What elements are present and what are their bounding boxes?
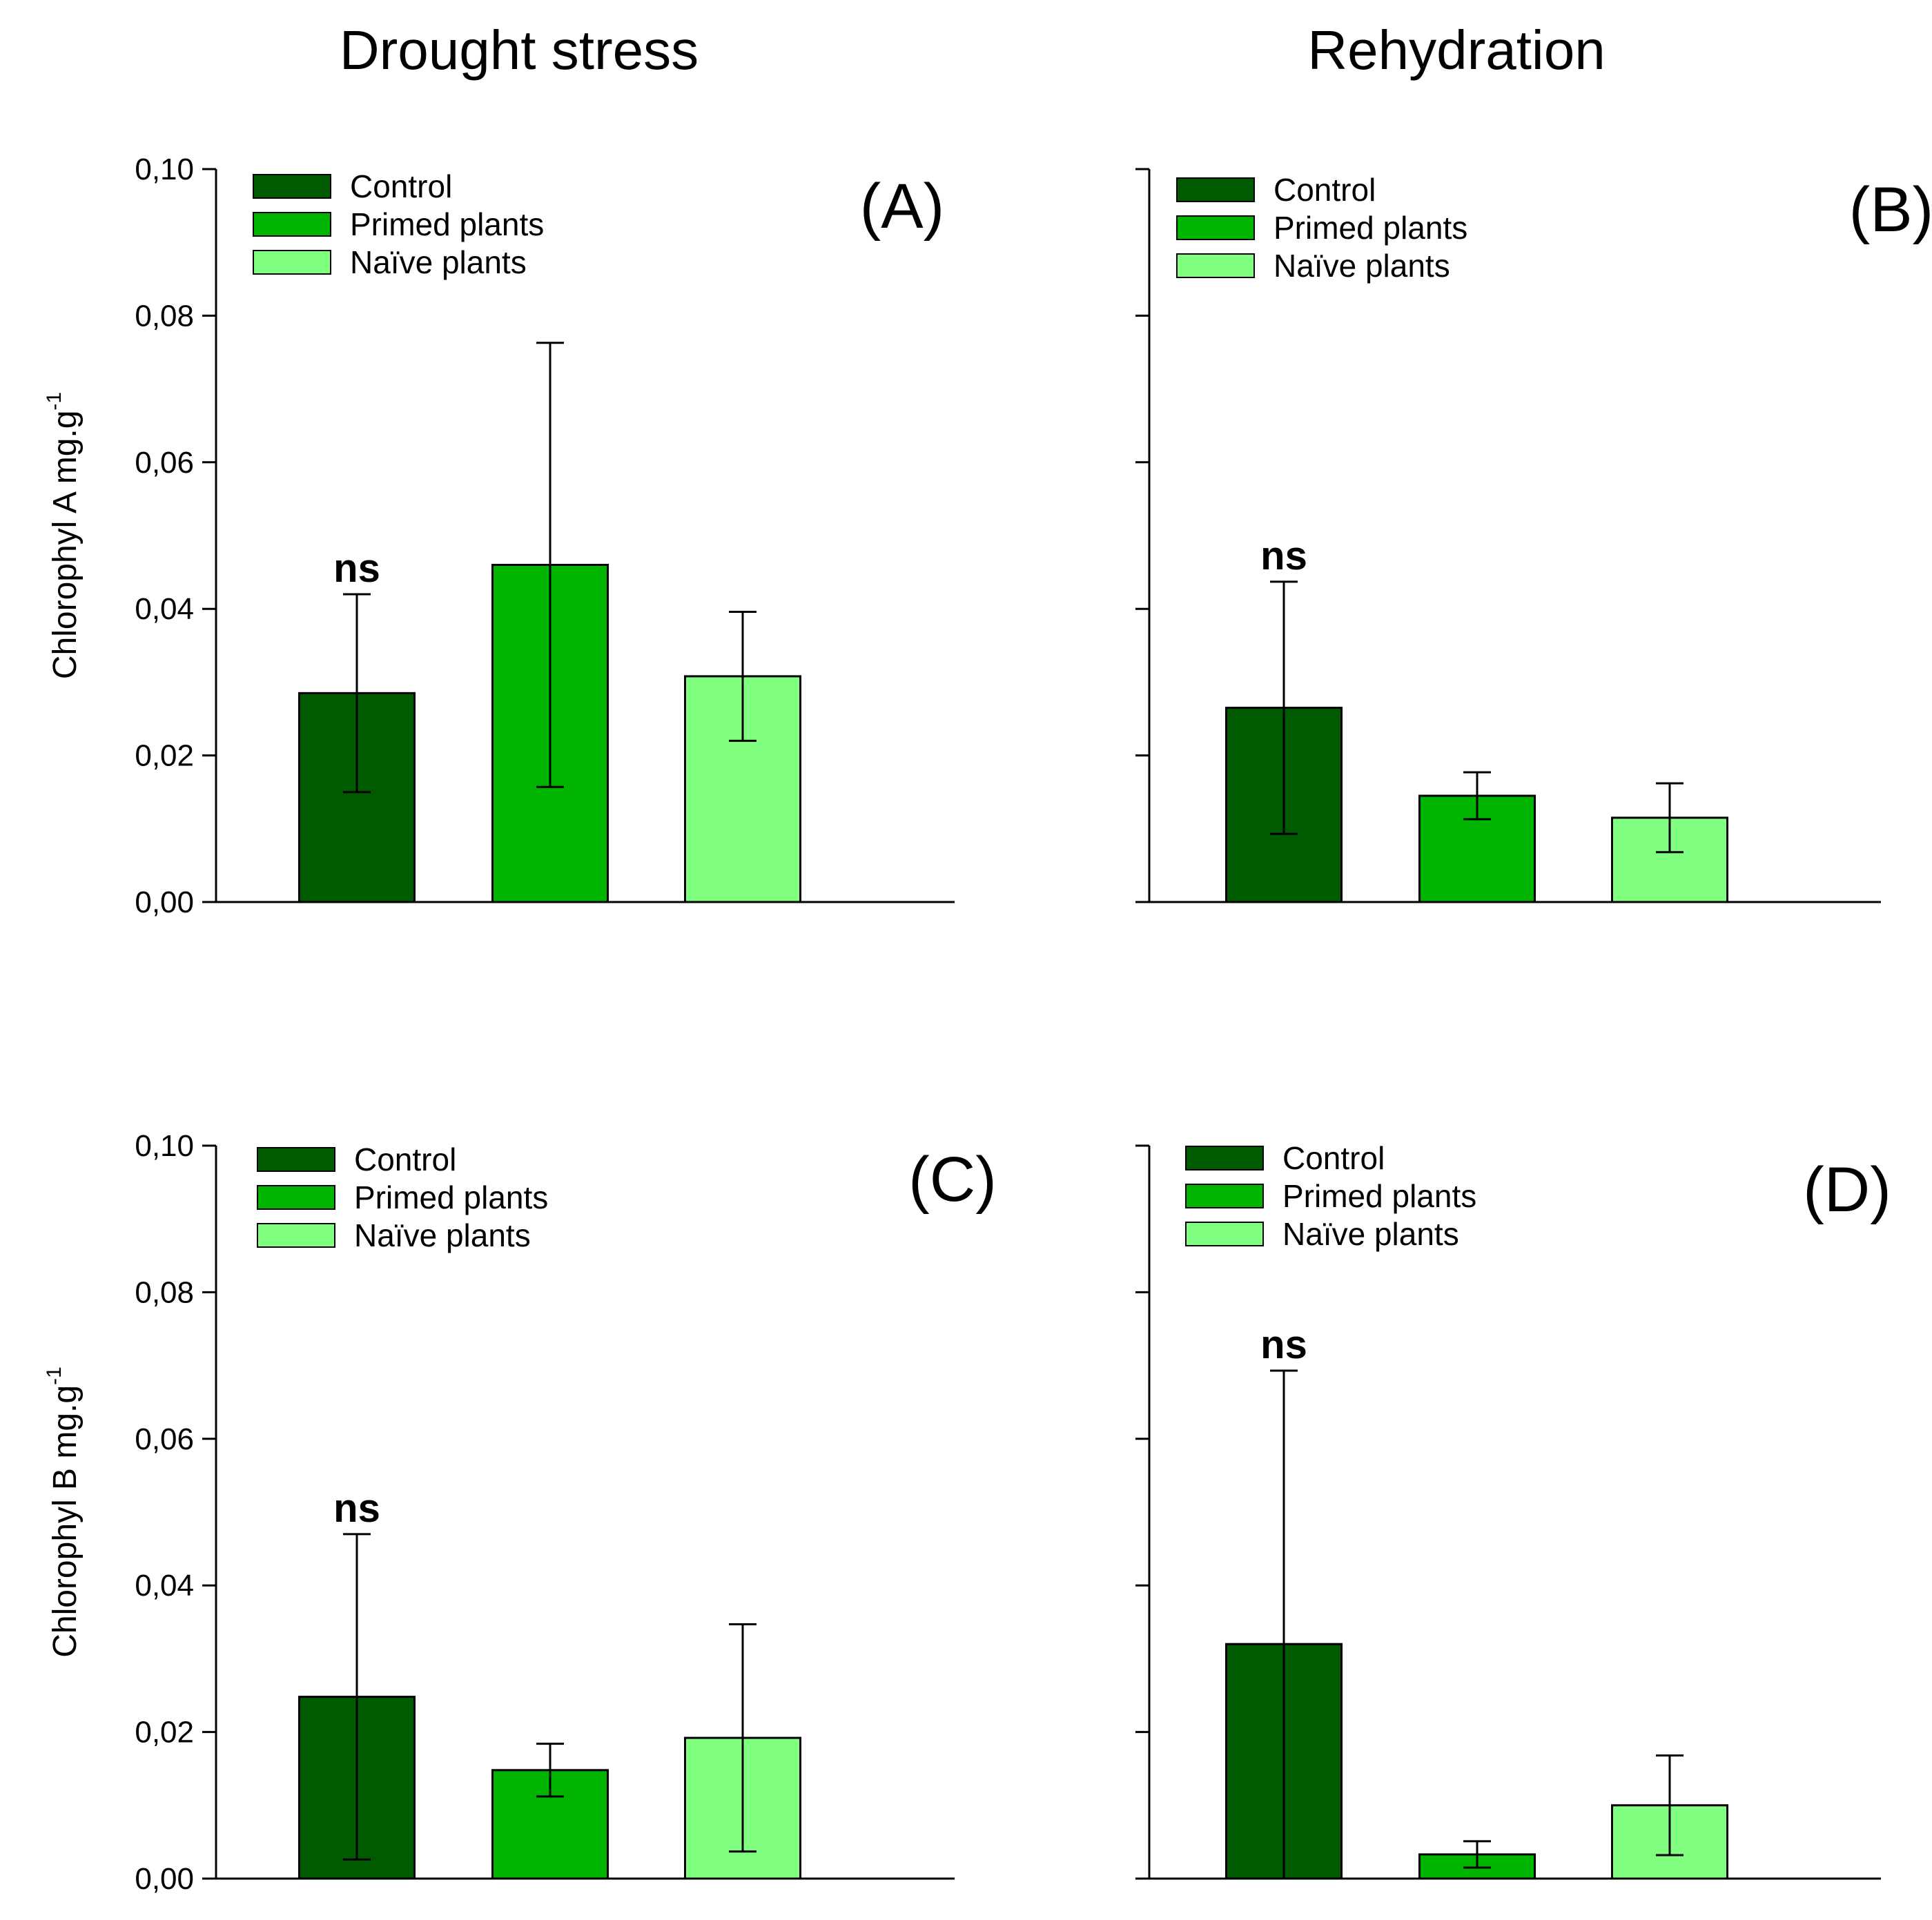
legend-label-naive: Naïve plants bbox=[350, 244, 527, 280]
y-tick-label: 0,06 bbox=[135, 446, 194, 480]
panel-label: (B) bbox=[1849, 175, 1932, 245]
y-axis-label-sup: -1 bbox=[43, 1366, 66, 1385]
significance-label: ns bbox=[1260, 1322, 1307, 1367]
legend-swatch-control bbox=[257, 1147, 335, 1172]
legend-label-primed: Primed plants bbox=[350, 206, 544, 242]
column-title-rehydration: Rehydration bbox=[1307, 19, 1605, 81]
y-axis-label-sup: -1 bbox=[43, 392, 66, 411]
legend-label-primed: Primed plants bbox=[1282, 1178, 1476, 1214]
y-tick-label: 0,10 bbox=[135, 1129, 194, 1163]
legend-label-primed: Primed plants bbox=[354, 1179, 548, 1215]
significance-label: ns bbox=[333, 546, 380, 591]
y-tick-label: 0,06 bbox=[135, 1422, 194, 1456]
legend-label-naive: Naïve plants bbox=[1282, 1216, 1459, 1252]
significance-label: ns bbox=[333, 1486, 380, 1531]
chart-panel-a: 0,00 0,02 0,04 0,06 0,08 0,10 Chlorophyl A mg.… bbox=[43, 153, 955, 919]
legend-label-control: Control bbox=[350, 168, 452, 204]
legend-label-naive: Naïve plants bbox=[354, 1217, 531, 1253]
legend-label-control: Control bbox=[1282, 1140, 1385, 1176]
legend-swatch-primed bbox=[257, 1185, 335, 1210]
y-tick-label: 0,04 bbox=[135, 592, 194, 626]
panel-label: (C) bbox=[908, 1144, 997, 1215]
legend-label-control: Control bbox=[1274, 172, 1376, 208]
y-axis-label-text: Chlorophyl A mg.g bbox=[47, 411, 84, 680]
y-tick-label: 0,00 bbox=[135, 885, 194, 919]
y-axis-label-text: Chlorophyl B mg.g bbox=[47, 1385, 84, 1658]
legend-swatch-control bbox=[253, 174, 331, 199]
legend-label-primed: Primed plants bbox=[1274, 210, 1467, 246]
significance-label: ns bbox=[1260, 533, 1307, 578]
y-tick-label: 0,04 bbox=[135, 1569, 194, 1603]
legend-swatch-primed bbox=[253, 212, 331, 237]
y-tick-label: 0,02 bbox=[135, 1716, 194, 1750]
legend-swatch-control bbox=[1176, 177, 1255, 202]
legend-swatch-control bbox=[1185, 1146, 1264, 1170]
legend-label-naive: Naïve plants bbox=[1274, 248, 1450, 284]
legend-swatch-primed bbox=[1185, 1184, 1264, 1208]
y-tick-label: 0,08 bbox=[135, 1275, 194, 1309]
legend-label-control: Control bbox=[354, 1142, 456, 1177]
legend-swatch-naive bbox=[253, 250, 331, 275]
y-tick-label: 0,00 bbox=[135, 1862, 194, 1896]
legend-swatch-naive bbox=[1185, 1222, 1264, 1246]
panels: 0,00 0,02 0,04 0,06 0,08 0,10 Chlorophyl A mg.… bbox=[43, 153, 1932, 1896]
column-title-drought: Drought stress bbox=[340, 19, 699, 81]
y-tick-label: 0,10 bbox=[135, 153, 194, 186]
panel-label: (A) bbox=[860, 171, 945, 242]
panel-label: (D) bbox=[1803, 1155, 1891, 1225]
y-tick-label: 0,02 bbox=[135, 739, 194, 773]
y-axis-label: Chlorophyl A mg.g-1 bbox=[43, 392, 84, 679]
y-axis-label: Chlorophyl B mg.g-1 bbox=[43, 1366, 84, 1658]
y-tick-label: 0,08 bbox=[135, 299, 194, 333]
legend-swatch-primed bbox=[1176, 215, 1255, 240]
legend-swatch-naive bbox=[1176, 253, 1255, 278]
legend-swatch-naive bbox=[257, 1223, 335, 1248]
chart-panel-c: 0,00 0,02 0,04 0,06 0,08 0,10 Chlorophyl B mg.… bbox=[43, 1129, 997, 1896]
